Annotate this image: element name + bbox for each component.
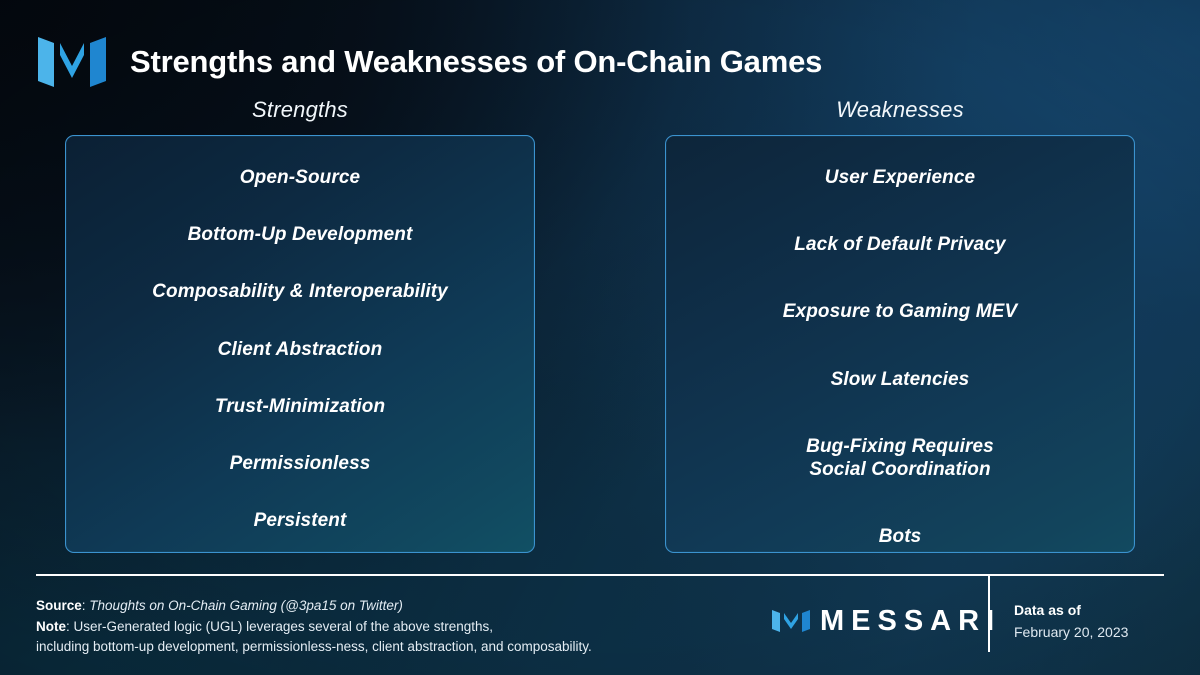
note-text-1: User-Generated logic (UGL) leverages sev… (73, 618, 493, 634)
date-label: Data as of (1014, 602, 1081, 618)
footer-divider-vertical (988, 576, 990, 652)
source-text: Thoughts on On-Chain Gaming (@3pa15 on T… (89, 598, 403, 613)
messari-m-logo-icon (772, 610, 810, 632)
list-item: Composability & Interoperability (152, 281, 448, 303)
list-item: Exposure to Gaming MEV (782, 301, 1018, 323)
list-item: Permissionless (229, 452, 371, 474)
panel-strengths: Open-Source Bottom-Up Development Compos… (65, 135, 535, 553)
source-line: Source: Thoughts on On-Chain Gaming (@3p… (36, 596, 736, 617)
list-item: Lack of Default Privacy (794, 234, 1006, 256)
page-title: Strengths and Weaknesses of On-Chain Gam… (130, 43, 823, 79)
note-line-2: including bottom-up development, permiss… (36, 637, 736, 658)
footer-brand: MESSARI (771, 606, 994, 636)
note-separator: : (66, 618, 74, 634)
list-item: Open-Source (239, 167, 361, 188)
column-heading-weaknesses: Weaknesses (836, 97, 964, 122)
slide-header: Strengths and Weaknesses of On-Chain Gam… (36, 30, 1164, 94)
source-separator: : (81, 598, 90, 613)
list-item: User Experience (824, 167, 976, 188)
column-weaknesses: Weaknesses User Experience Lack of Defau… (600, 97, 1200, 553)
slide-footer: Source: Thoughts on On-Chain Gaming (@3p… (36, 574, 1164, 654)
strengths-list: Open-Source Bottom-Up Development Compos… (84, 166, 516, 532)
footer-divider-horizontal (36, 574, 1164, 576)
list-item: Bug-Fixing Requires Social Coordination (806, 435, 994, 480)
note-text-2: including bottom-up development, permiss… (36, 639, 592, 655)
footer-content: Source: Thoughts on On-Chain Gaming (@3p… (36, 576, 1164, 654)
date-value: February 20, 2023 (1014, 623, 1129, 640)
list-item: Bots (878, 526, 922, 548)
panel-weaknesses: User Experience Lack of Default Privacy … (665, 135, 1135, 553)
source-label: Source (36, 598, 82, 613)
columns-container: Strengths Open-Source Bottom-Up Developm… (0, 97, 1200, 553)
list-item: Persistent (253, 510, 347, 532)
messari-m-logo-icon (38, 37, 106, 87)
list-item: Bottom-Up Development (187, 224, 413, 246)
date-block: Data as of February 20, 2023 (1014, 600, 1200, 643)
note-line-1: Note: User-Generated logic (UGL) leverag… (36, 617, 736, 638)
brand-wordmark: MESSARI (820, 604, 1002, 637)
note-label: Note (36, 618, 66, 634)
column-strengths: Strengths Open-Source Bottom-Up Developm… (0, 97, 600, 553)
list-item: Slow Latencies (830, 368, 970, 390)
list-item: Trust-Minimization (214, 395, 386, 417)
weaknesses-list: User Experience Lack of Default Privacy … (684, 166, 1116, 548)
column-heading-strengths: Strengths (252, 97, 348, 122)
footnotes: Source: Thoughts on On-Chain Gaming (@3p… (36, 596, 736, 658)
list-item: Client Abstraction (217, 338, 383, 360)
